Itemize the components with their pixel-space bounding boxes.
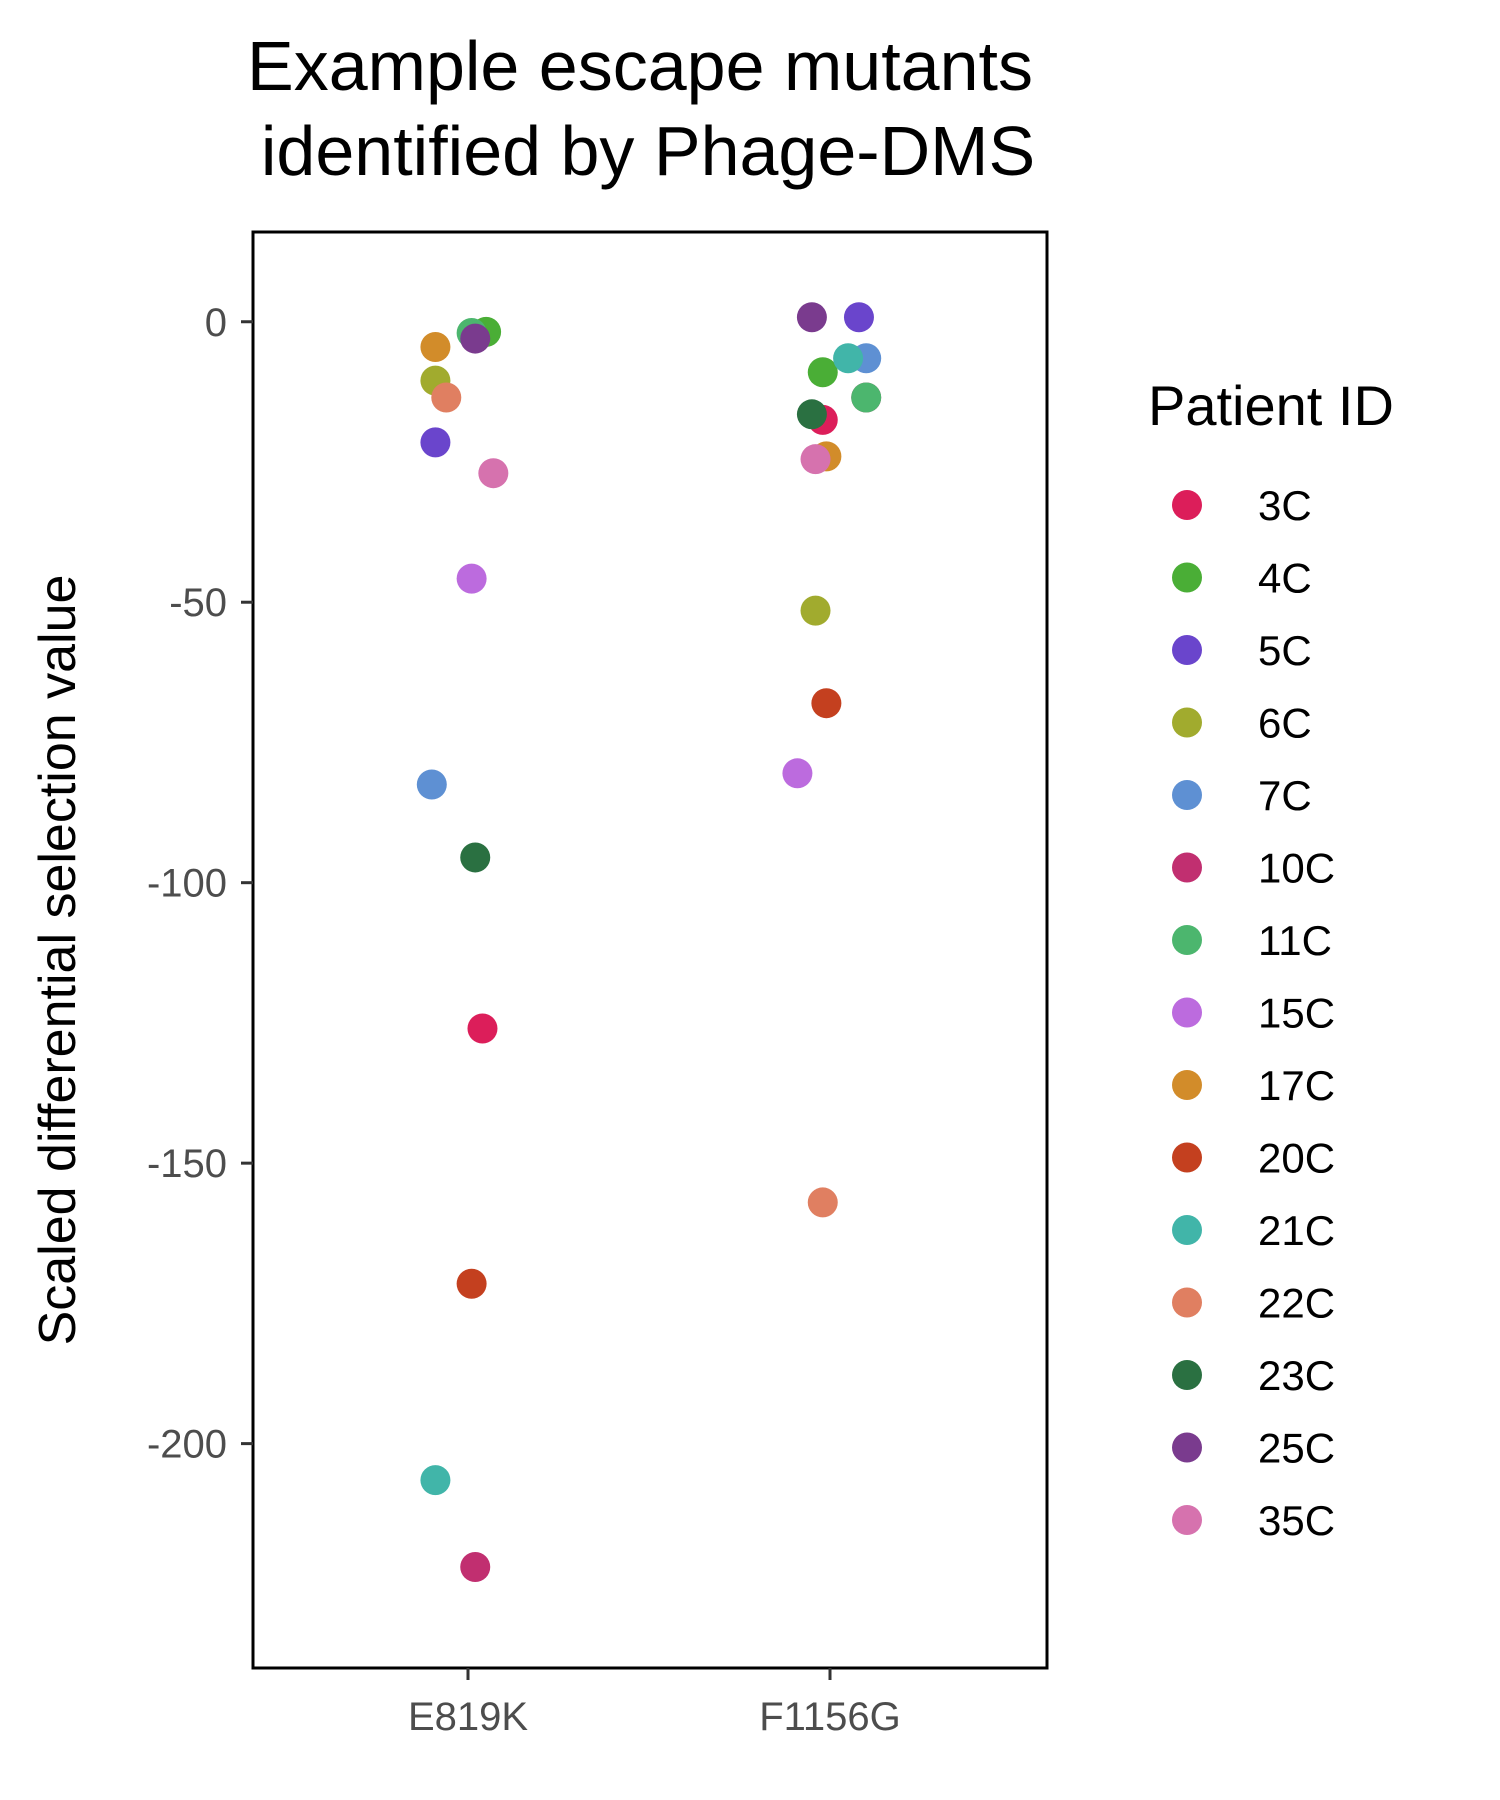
data-point-20C-E819K xyxy=(456,1268,487,1299)
chart-title-line-1: Example escape mutants xyxy=(247,27,1033,105)
legend-item-17C: 17C xyxy=(1172,1062,1335,1109)
data-point-22C-F1156G xyxy=(807,1187,838,1218)
x-tick-label: E819K xyxy=(408,1695,528,1739)
legend-item-11C: 11C xyxy=(1172,917,1332,964)
legend-label: 23C xyxy=(1258,1352,1335,1399)
legend-item-25C: 25C xyxy=(1172,1425,1335,1472)
data-point-5C-E819K xyxy=(420,427,451,458)
legend-item-23C: 23C xyxy=(1172,1352,1335,1399)
data-point-10C-E819K xyxy=(460,1552,491,1583)
legend-item-22C: 22C xyxy=(1172,1280,1335,1327)
plot-panel-border xyxy=(251,230,1049,1670)
data-point-5C-F1156G xyxy=(843,302,874,333)
y-tick-label: 0 xyxy=(205,301,227,345)
data-point-25C-F1156G xyxy=(796,302,827,333)
y-tick-label: -100 xyxy=(147,862,227,906)
legend-item-20C: 20C xyxy=(1172,1135,1335,1182)
data-point-6C-F1156G xyxy=(800,595,831,626)
y-tick-label: -50 xyxy=(169,581,227,625)
legend-item-15C: 15C xyxy=(1172,990,1335,1037)
data-point-25C-E819K xyxy=(460,323,491,354)
legend: 3C 4C 5C 6C 7C 10C 11C 15C 17C 20C 21C 22C 23C 25C 35C xyxy=(1172,482,1335,1544)
legend-label: 20C xyxy=(1258,1135,1335,1182)
y-tick-label: -200 xyxy=(147,1423,227,1467)
legend-label: 17C xyxy=(1258,1062,1335,1109)
legend-key-dot xyxy=(1172,490,1202,520)
data-point-15C-E819K xyxy=(456,563,487,594)
legend-key-dot xyxy=(1172,1360,1202,1390)
legend-key-dot xyxy=(1172,635,1202,665)
legend-key-dot xyxy=(1172,1142,1202,1173)
legend-item-35C: 35C xyxy=(1172,1497,1335,1544)
data-point-17C-E819K xyxy=(420,331,451,362)
legend-item-4C: 4C xyxy=(1172,555,1312,602)
legend-item-5C: 5C xyxy=(1172,627,1312,674)
legend-key-dot xyxy=(1172,1432,1202,1463)
data-point-4C-F1156G xyxy=(807,357,838,388)
legend-label: 6C xyxy=(1258,700,1312,747)
data-point-20C-F1156G xyxy=(811,688,842,719)
data-point-21C-E819K xyxy=(420,1465,451,1496)
data-point-3C-E819K xyxy=(467,1013,498,1044)
legend-label: 22C xyxy=(1258,1280,1335,1327)
legend-key-dot xyxy=(1172,1215,1202,1245)
legend-key-dot xyxy=(1172,1070,1202,1100)
legend-label: 10C xyxy=(1258,845,1335,892)
legend-label: 35C xyxy=(1258,1497,1335,1544)
legend-key-dot xyxy=(1172,1287,1202,1318)
legend-key-dot xyxy=(1172,562,1202,593)
y-axis: 0 -50 -100 -150 -200 xyxy=(147,301,253,1467)
legend-key-dot xyxy=(1172,925,1202,955)
legend-label: 4C xyxy=(1258,555,1312,602)
legend-key-dot xyxy=(1172,780,1202,810)
legend-label: 3C xyxy=(1258,482,1312,529)
data-points xyxy=(416,302,882,1583)
x-axis: E819K F1156G xyxy=(408,1668,901,1739)
chart-title-line-2: identified by Phage-DMS xyxy=(261,112,1035,190)
legend-item-3C: 3C xyxy=(1172,482,1312,529)
legend-title: Patient ID xyxy=(1148,374,1394,437)
y-axis-title: Scaled differential selection value xyxy=(29,575,87,1346)
legend-label: 7C xyxy=(1258,772,1312,819)
legend-key-dot xyxy=(1172,707,1202,738)
legend-item-10C: 10C xyxy=(1172,845,1335,892)
legend-label: 21C xyxy=(1258,1207,1335,1254)
legend-item-7C: 7C xyxy=(1172,772,1312,819)
data-point-22C-E819K xyxy=(431,382,462,413)
legend-item-6C: 6C xyxy=(1172,700,1312,747)
legend-label: 11C xyxy=(1258,917,1332,964)
legend-label: 5C xyxy=(1258,627,1312,674)
legend-label: 15C xyxy=(1258,990,1335,1037)
data-point-35C-E819K xyxy=(478,458,509,489)
y-tick-label: -150 xyxy=(147,1142,227,1186)
x-tick-label: F1156G xyxy=(759,1695,901,1739)
legend-key-dot xyxy=(1172,1505,1202,1535)
legend-key-dot xyxy=(1172,852,1202,883)
data-point-15C-F1156G xyxy=(782,758,813,789)
data-point-21C-F1156G xyxy=(833,343,864,374)
data-point-7C-E819K xyxy=(416,769,447,800)
legend-key-dot xyxy=(1172,997,1202,1028)
data-point-23C-E819K xyxy=(460,842,491,873)
data-point-23C-F1156G xyxy=(796,399,827,430)
legend-label: 25C xyxy=(1258,1425,1335,1472)
data-point-11C-F1156G xyxy=(851,382,882,413)
data-point-35C-F1156G xyxy=(800,444,831,475)
legend-item-21C: 21C xyxy=(1172,1207,1335,1254)
